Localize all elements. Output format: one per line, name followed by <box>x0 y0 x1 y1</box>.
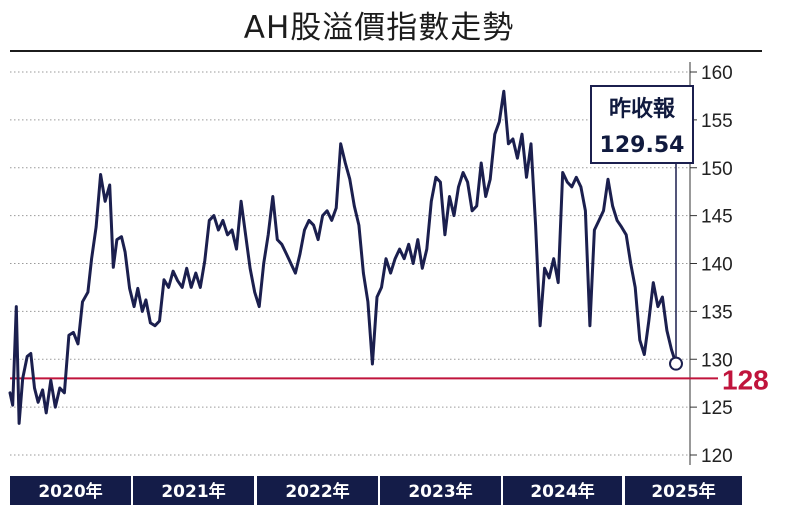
y-tick-label: 150 <box>701 159 733 180</box>
chart-title: AH股溢價指數走勢 <box>243 10 515 46</box>
year-segment <box>257 476 378 505</box>
year-segment <box>625 476 742 505</box>
y-tick-label: 130 <box>701 350 733 371</box>
callout-value: 129.54 <box>600 133 685 158</box>
y-tick-label: 160 <box>701 63 733 84</box>
year-label: 2022年 <box>285 481 349 502</box>
y-tick-label: 145 <box>701 207 733 228</box>
y-tick-label: 120 <box>701 446 733 467</box>
grid <box>10 71 690 456</box>
year-label: 2020年 <box>38 481 102 502</box>
year-bar: 2020年 2021年 2022年 2023年 2024年 2025年 <box>10 476 742 505</box>
reference-line-group: 128 <box>10 364 769 395</box>
last-point-marker <box>669 356 683 371</box>
last-value-callout: 昨收報 129.54 <box>590 85 694 371</box>
series-line <box>8 89 678 425</box>
callout-box <box>590 85 694 164</box>
year-segment <box>10 476 131 505</box>
callout-title: 昨收報 <box>609 96 676 122</box>
y-tick-label: 140 <box>701 255 733 276</box>
year-label: 2021年 <box>161 481 225 502</box>
y-tick-label: 125 <box>701 398 733 419</box>
series-group <box>8 89 678 425</box>
y-tick-label: 135 <box>701 302 733 323</box>
reference-label: 128 <box>722 364 769 395</box>
year-label: 2023年 <box>408 481 472 502</box>
y-tick-label: 155 <box>701 111 733 132</box>
year-segment <box>133 476 254 505</box>
year-label: 2024年 <box>530 481 594 502</box>
year-segment <box>503 476 622 505</box>
year-label: 2025年 <box>651 481 715 502</box>
year-segment <box>380 476 501 505</box>
y-axis: 160 155 150 145 140 135 130 125 120 <box>690 63 733 467</box>
